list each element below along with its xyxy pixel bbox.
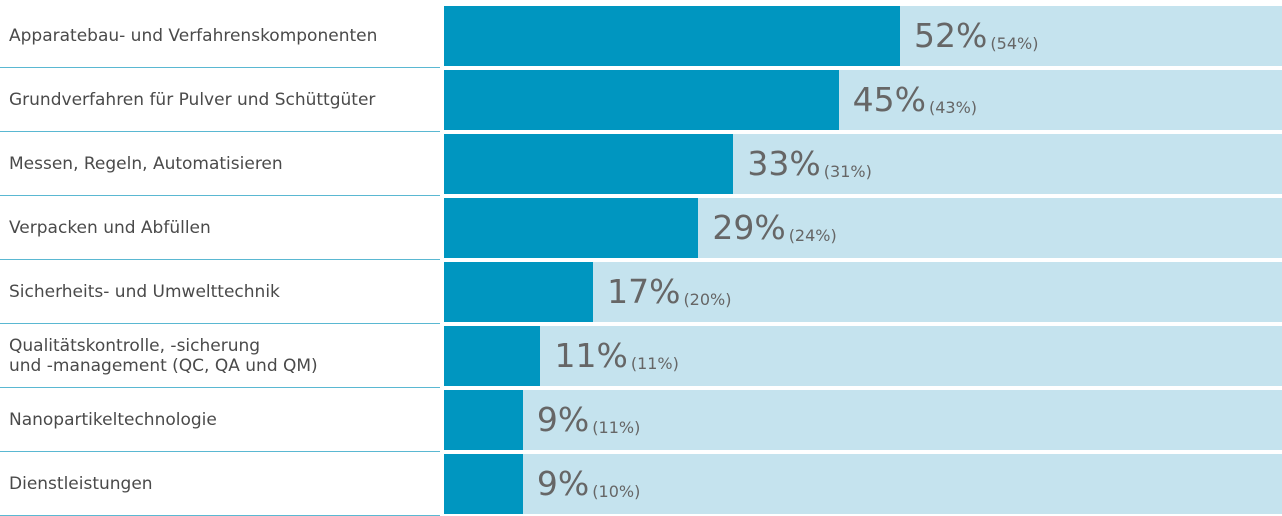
separator: [0, 195, 440, 196]
value-label: 9%: [536, 400, 590, 439]
value-label: 17%: [607, 272, 681, 311]
value-label: 33%: [747, 144, 821, 183]
category-label: Sicherheits- und Umwelttechnik: [9, 282, 280, 302]
bar: [444, 326, 541, 386]
prior-value-label: (54%): [990, 34, 1039, 53]
category-label: Messen, Regeln, Automatisieren: [9, 154, 283, 174]
bar-background: [444, 454, 1282, 514]
value-label: 45%: [852, 80, 926, 119]
separator: [0, 67, 440, 68]
separator: [0, 323, 440, 324]
separator: [0, 259, 440, 260]
bar: [444, 262, 594, 322]
bar: [444, 198, 699, 258]
separator: [0, 131, 440, 132]
bar: [444, 70, 839, 130]
prior-value-label: (31%): [823, 162, 872, 181]
category-label: Apparatebau- und Verfahrenskomponenten: [9, 26, 378, 46]
category-label: Nanopartikeltechnologie: [9, 410, 217, 430]
bar-background: [444, 326, 1282, 386]
bar: [444, 6, 901, 66]
bar: [444, 134, 734, 194]
category-label: Grundverfahren für Pulver und Schüttgüte…: [9, 90, 376, 110]
bar-background: [444, 390, 1282, 450]
prior-value-label: (10%): [592, 482, 641, 501]
value-label: 9%: [536, 464, 590, 503]
prior-value-label: (43%): [929, 98, 978, 117]
bar: [444, 454, 523, 514]
category-label: Dienstleistungen: [9, 474, 153, 494]
value-label: 52%: [914, 16, 988, 55]
separator: [0, 451, 440, 452]
prior-value-label: (24%): [788, 226, 837, 245]
category-label: Qualitätskontrolle, -sicherung und -mana…: [9, 336, 318, 376]
value-label: 11%: [554, 336, 628, 375]
value-label: 29%: [712, 208, 786, 247]
separator: [0, 387, 440, 388]
category-label: Verpacken und Abfüllen: [9, 218, 211, 238]
prior-value-label: (11%): [592, 418, 641, 437]
prior-value-label: (20%): [683, 290, 732, 309]
prior-value-label: (11%): [630, 354, 679, 373]
bar: [444, 390, 523, 450]
